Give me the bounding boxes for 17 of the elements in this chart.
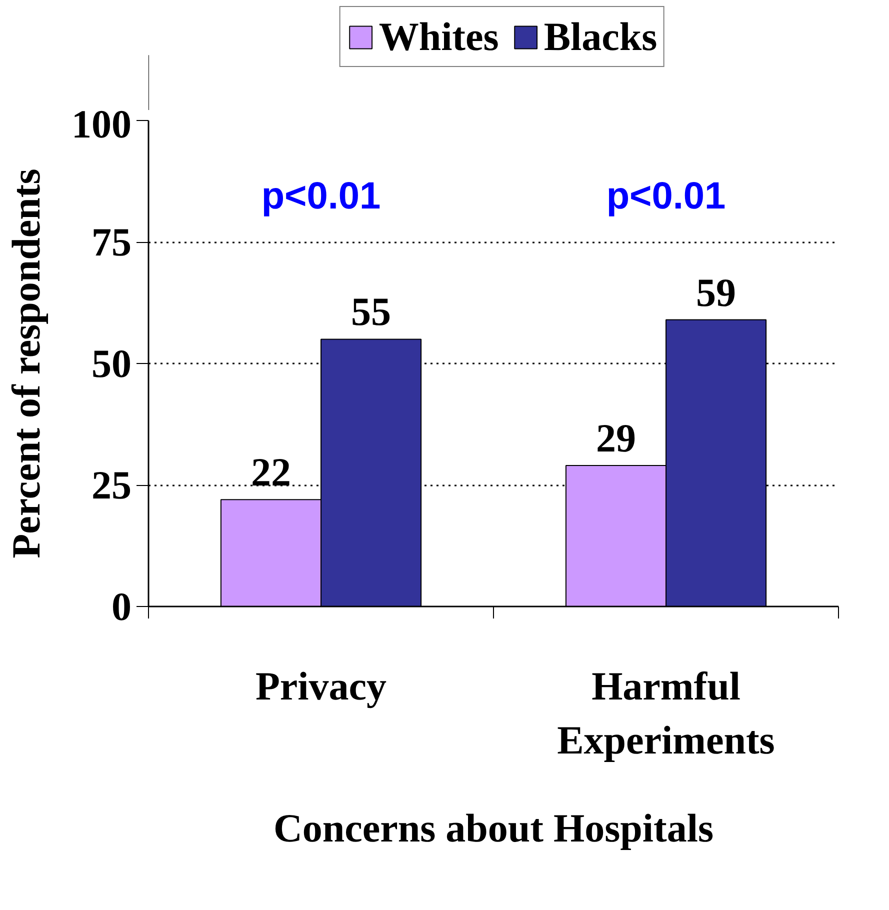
data-label: 59 xyxy=(696,270,736,315)
x-tick-label: Privacy xyxy=(255,664,387,708)
y-axis-title: Percent of respondents xyxy=(4,168,48,558)
data-label: 55 xyxy=(351,289,392,334)
y-tick-label: 75 xyxy=(92,220,132,264)
legend-label: Whites xyxy=(378,13,499,60)
legend-label: Blacks xyxy=(544,13,658,60)
annotation: p<0.01 xyxy=(606,176,726,218)
y-tick-label: 0 xyxy=(112,584,132,629)
x-tick-label: Harmful Experiments xyxy=(557,664,775,762)
annotation: p<0.01 xyxy=(261,176,381,218)
y-tick-label: 50 xyxy=(92,341,132,386)
data-label: 29 xyxy=(596,416,636,461)
x-axis-title: Concerns about Hospitals xyxy=(273,806,714,850)
data-label: 22 xyxy=(250,450,291,495)
y-tick-label: 25 xyxy=(92,462,132,508)
y-tick-label: 100 xyxy=(72,102,132,146)
